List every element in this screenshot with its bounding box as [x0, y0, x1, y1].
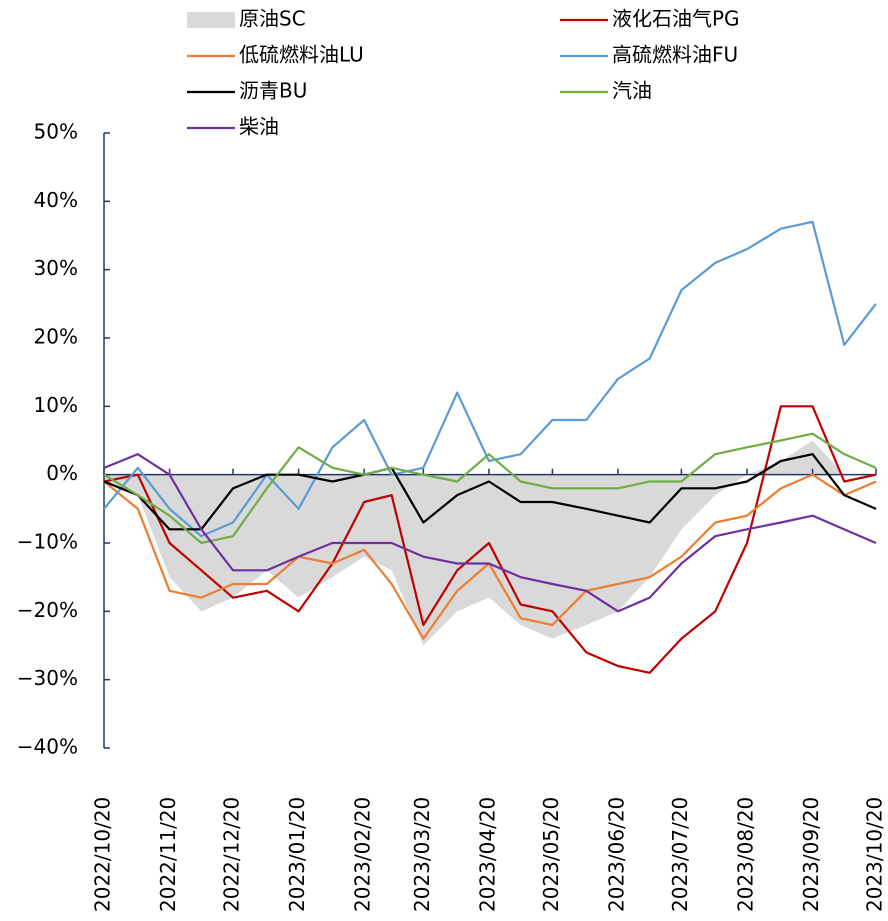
x-tick-label: 2023/06/20: [604, 797, 628, 912]
y-tick-label: 30%: [34, 256, 78, 280]
legend-label: 汽油: [612, 79, 652, 103]
line: [103, 432, 877, 545]
y-tick-label: 50%: [34, 120, 78, 144]
y-tick-label: −30%: [17, 666, 78, 690]
x-tick-label: 2023/01/20: [285, 797, 309, 912]
x-tick-label: 2022/11/20: [156, 797, 180, 912]
x-tick-label: 2023/05/20: [539, 797, 563, 912]
line: [103, 453, 877, 531]
y-tick-label: −40%: [17, 735, 78, 759]
legend-label: 低硫燃料油LU: [239, 43, 364, 67]
line: [103, 220, 877, 538]
y-tick-label: 0%: [46, 461, 78, 485]
y-tick-label: 20%: [34, 325, 78, 349]
y-tick-label: 10%: [34, 393, 78, 417]
x-tick-label: 2023/03/20: [410, 797, 434, 912]
x-tick-label: 2022/10/20: [91, 797, 115, 912]
x-tick-label: 2022/12/20: [220, 797, 244, 912]
legend-swatch: [187, 12, 235, 28]
legend-label: 原油SC: [239, 7, 306, 31]
legend-label: 高硫燃料油FU: [612, 43, 738, 67]
x-tick-label: 2023/07/20: [668, 797, 692, 912]
y-tick-label: −20%: [17, 598, 78, 622]
x-tick-label: 2023/09/20: [799, 797, 823, 912]
x-tick-label: 2023/04/20: [475, 797, 499, 912]
legend-label: 液化石油气PG: [612, 7, 740, 31]
x-tick-label: 2023/02/20: [351, 797, 375, 912]
line: [103, 453, 877, 613]
x-tick-label: 2023/10/20: [863, 797, 887, 912]
line: [103, 405, 877, 674]
legend-label: 沥青BU: [239, 79, 307, 103]
x-tick-label: 2023/08/20: [733, 797, 757, 912]
y-tick-label: −10%: [17, 530, 78, 554]
legend-label: 柴油: [239, 115, 279, 139]
y-tick-label: 40%: [34, 188, 78, 212]
